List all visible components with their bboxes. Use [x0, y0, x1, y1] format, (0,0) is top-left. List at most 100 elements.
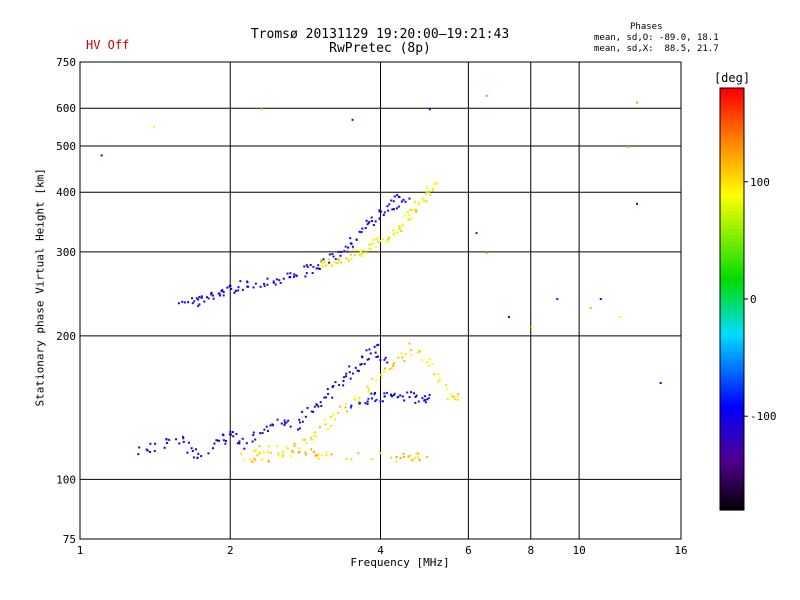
data-point — [386, 238, 389, 241]
colorbar-segment — [720, 204, 744, 209]
data-point — [415, 208, 418, 211]
data-point — [254, 282, 257, 285]
colorbar-segment — [720, 95, 744, 100]
colorbar-segment — [720, 123, 744, 128]
data-point — [311, 272, 314, 275]
data-point — [238, 440, 241, 443]
data-point — [403, 360, 406, 363]
data-point — [390, 199, 393, 202]
colorbar-segment — [720, 225, 744, 230]
data-point — [267, 460, 270, 463]
data-point — [272, 281, 275, 284]
data-point — [370, 216, 373, 219]
data-point — [304, 453, 307, 456]
data-point — [367, 357, 370, 360]
data-point — [378, 210, 381, 213]
data-point — [452, 395, 455, 398]
data-point — [306, 407, 309, 410]
data-point — [366, 223, 369, 226]
data-point — [379, 210, 382, 213]
colorbar-segment — [720, 137, 744, 142]
data-point — [589, 306, 592, 309]
data-point — [451, 395, 454, 398]
data-point — [253, 457, 256, 460]
colorbar-segment — [720, 214, 744, 219]
data-point — [338, 383, 341, 386]
data-point — [304, 451, 307, 454]
colorbar-segment — [720, 281, 744, 286]
data-point — [230, 433, 233, 436]
data-point — [353, 253, 356, 256]
data-point — [407, 218, 410, 221]
data-point — [410, 458, 413, 461]
colorbar-segment — [720, 411, 744, 416]
data-point — [351, 372, 354, 375]
colorbar-segment — [720, 429, 744, 434]
data-point — [186, 451, 189, 454]
data-point — [380, 376, 383, 379]
data-point — [416, 351, 419, 354]
data-point — [216, 439, 219, 442]
data-point — [289, 425, 292, 428]
data-point — [266, 283, 269, 286]
data-point — [263, 285, 266, 288]
data-point — [351, 245, 354, 248]
data-point — [370, 458, 373, 461]
y-tick-label: 750 — [56, 56, 76, 69]
data-point — [423, 200, 426, 203]
data-point — [365, 251, 368, 254]
data-point — [360, 252, 363, 255]
data-point — [245, 442, 248, 445]
colorbar-segment — [720, 193, 744, 198]
data-point — [421, 397, 424, 400]
data-point — [224, 442, 227, 445]
data-point — [407, 455, 410, 458]
colorbar-segment — [720, 221, 744, 226]
data-point — [383, 211, 386, 214]
data-point — [431, 188, 434, 191]
x-axis: 1 2 4 6 8 10 16 — [77, 544, 688, 557]
colorbar-segment — [720, 418, 744, 423]
data-point — [421, 359, 424, 362]
data-point — [211, 294, 214, 297]
data-point — [415, 394, 418, 397]
data-point — [338, 405, 341, 408]
data-point — [182, 440, 185, 443]
data-point — [328, 261, 331, 264]
data-point — [367, 388, 370, 391]
data-point — [251, 460, 254, 463]
colorbar-segment — [720, 256, 744, 261]
data-point — [212, 297, 215, 300]
colorbar-segment — [720, 320, 744, 325]
colorbar-segment — [720, 158, 744, 163]
data-point — [375, 238, 378, 241]
data-point — [342, 380, 345, 383]
data-point — [319, 401, 322, 404]
data-point — [382, 214, 385, 217]
data-point — [340, 261, 343, 264]
data-point — [428, 393, 431, 396]
y-tick-label: 400 — [56, 186, 76, 199]
data-point — [369, 242, 372, 245]
data-point — [365, 349, 368, 352]
colorbar-segment — [720, 404, 744, 409]
data-point — [336, 262, 339, 265]
data-point — [253, 449, 256, 452]
colorbar-segment — [720, 98, 744, 103]
colorbar-segment — [720, 422, 744, 427]
y-tick-label: 600 — [56, 102, 76, 115]
colorbar-tick-label: -100 — [750, 410, 777, 423]
colorbar-segment — [720, 481, 744, 486]
colorbar-segment — [720, 116, 744, 121]
colorbar-segment — [720, 295, 744, 300]
data-point — [395, 455, 398, 458]
colorbar-segment — [720, 232, 744, 237]
colorbar-segment — [720, 189, 744, 195]
y-axis-label: Stationary phase Virtual Height [km] — [33, 168, 47, 407]
data-point — [376, 240, 379, 243]
data-point — [429, 193, 432, 196]
data-point — [425, 190, 428, 193]
colorbar-segment — [720, 291, 744, 297]
data-point — [418, 201, 421, 204]
colorbar-segment — [720, 369, 744, 374]
